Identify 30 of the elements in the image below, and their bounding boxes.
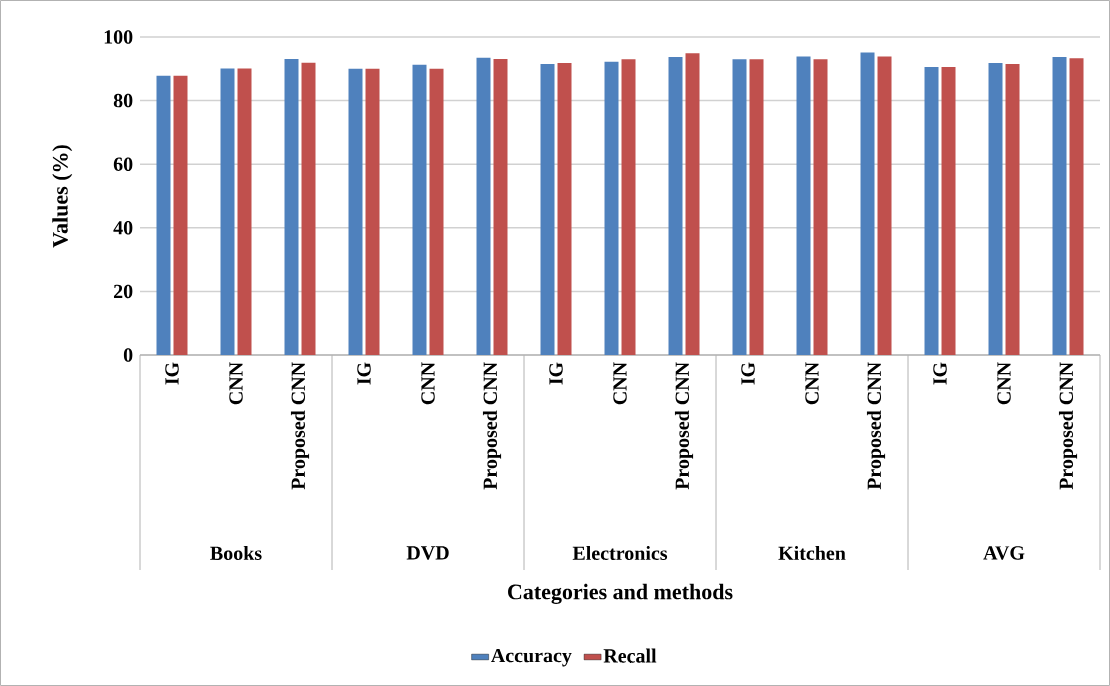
- y-tick-label: 20: [113, 284, 133, 299]
- text: Books: [210, 545, 262, 561]
- legend-label: Recall: [603, 648, 657, 663]
- x-tick-label: CNN: [997, 362, 1011, 405]
- y-tick-label: 0: [123, 348, 133, 362]
- x-tick-label: Proposed CNN: [1058, 362, 1078, 490]
- x-tick-label: CNN: [421, 362, 435, 405]
- x-tick-label: IG: [549, 362, 563, 385]
- x-tick-label: CNN: [805, 362, 819, 405]
- y-axis-title: Values (%): [52, 145, 73, 248]
- text: Kitchen: [778, 545, 846, 561]
- x-tick-label: IG: [165, 362, 179, 385]
- y-tick-label: 80: [113, 93, 133, 108]
- text: Electronics: [572, 545, 668, 561]
- text: DVD: [406, 546, 449, 560]
- y-tick-label: 40: [113, 221, 133, 235]
- x-tick-label: CNN: [229, 362, 243, 405]
- x-tick-label: Proposed CNN: [290, 362, 310, 490]
- x-tick-label: IG: [357, 362, 371, 385]
- legend-label: Accuracy: [491, 648, 572, 667]
- x-tick-label: IG: [933, 362, 947, 385]
- x-axis-title: Categories and methods: [508, 583, 733, 604]
- x-tick-label: Proposed CNN: [674, 362, 694, 490]
- text: AVG: [983, 546, 1025, 560]
- x-tick-label: Proposed CNN: [482, 362, 502, 490]
- x-tick-label: Proposed CNN: [866, 362, 886, 490]
- x-tick-label: CNN: [613, 362, 627, 405]
- y-tick-label: 60: [113, 157, 133, 171]
- x-tick-label: IG: [741, 362, 755, 385]
- y-tick-label: 100: [104, 30, 133, 44]
